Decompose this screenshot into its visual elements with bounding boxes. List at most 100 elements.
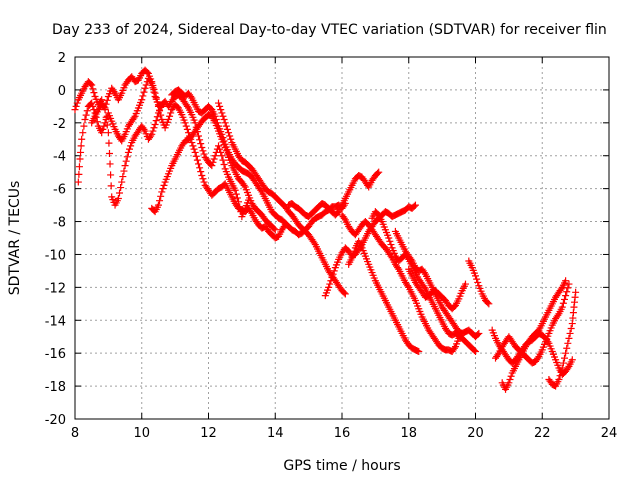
data-point [217, 106, 225, 114]
data-point [211, 152, 219, 160]
data-point [374, 169, 382, 177]
data-point [215, 99, 223, 107]
data-point [71, 106, 79, 114]
data-point [506, 376, 514, 384]
data-point [220, 116, 228, 124]
x-tick-label: 22 [534, 426, 551, 441]
data-point [151, 89, 159, 97]
data-point [348, 254, 356, 262]
data-point [158, 188, 166, 196]
data-point [565, 334, 573, 342]
data-point [194, 160, 202, 168]
data-point [196, 136, 204, 144]
data-point [93, 118, 101, 126]
data-point [219, 112, 227, 120]
data-point [153, 98, 161, 106]
data-point [127, 142, 135, 150]
data-point [461, 280, 469, 288]
data-point [407, 255, 415, 263]
data-point [102, 113, 110, 121]
data-point [76, 155, 84, 163]
data-point [126, 145, 134, 153]
x-tick-label: 24 [601, 426, 618, 441]
data-point [350, 247, 358, 255]
data-point [473, 275, 481, 283]
data-point [208, 162, 216, 170]
data-point [140, 125, 148, 133]
data-point [472, 348, 479, 356]
data-point [325, 283, 333, 291]
data-point [212, 116, 220, 124]
data-point [120, 167, 128, 175]
data-point [240, 181, 248, 189]
data-point [563, 288, 571, 296]
series-arc-1 [74, 74, 166, 186]
data-point [194, 132, 202, 140]
data-point [166, 112, 174, 120]
data-point [199, 147, 207, 155]
data-point [182, 122, 190, 130]
data-point [147, 132, 155, 140]
data-point [83, 107, 91, 115]
series-arc-3 [88, 66, 289, 242]
data-point [270, 225, 278, 233]
data-point [472, 272, 479, 280]
y-tick-label: 2 [58, 51, 66, 66]
y-tick-label: -10 [45, 248, 66, 263]
data-point [103, 96, 111, 104]
data-point [386, 237, 394, 245]
data-point [187, 92, 195, 100]
data-point [566, 329, 574, 337]
data-point [247, 208, 255, 216]
data-point [534, 354, 542, 362]
data-point [122, 157, 130, 165]
data-point [73, 99, 81, 107]
data-point [410, 202, 418, 210]
data-point [138, 96, 146, 104]
gridlines [75, 57, 609, 419]
data-point [190, 145, 198, 153]
data-point [507, 372, 515, 380]
data-point [88, 81, 96, 89]
data-point [149, 82, 157, 90]
data-point [349, 250, 357, 258]
data-point [216, 145, 224, 153]
data-point [77, 148, 85, 156]
data-point [198, 144, 206, 151]
series-arc-4 [148, 111, 279, 234]
series-arc-5 [168, 86, 349, 239]
data-point [75, 163, 83, 171]
y-tick-label: -18 [45, 380, 66, 395]
data-point [572, 288, 580, 296]
data-point [568, 356, 576, 364]
data-point [340, 214, 348, 222]
data-point [78, 135, 86, 143]
data-point [141, 84, 149, 92]
data-point [130, 114, 138, 122]
data-point [330, 267, 338, 275]
data-point [271, 226, 279, 234]
data-point [101, 104, 109, 112]
data-point [124, 148, 132, 156]
data-point [159, 185, 167, 193]
data-point [121, 162, 129, 170]
data-point [114, 195, 122, 203]
axis-ticks: 8 10 12 14 16 18 20 22 2420-2-4-6-8-10-12-14-16-… [45, 51, 618, 441]
data-point [485, 300, 493, 308]
data-point [151, 120, 159, 128]
data-point [375, 168, 383, 176]
data-point [450, 344, 458, 352]
data-point [215, 142, 223, 150]
data-point [191, 148, 199, 156]
data-point [79, 129, 87, 137]
data-point [148, 78, 156, 86]
data-point [100, 122, 108, 130]
data-point [231, 186, 239, 194]
data-point [340, 289, 348, 297]
data-point [183, 125, 191, 133]
data-point [197, 168, 205, 176]
data-point [106, 160, 114, 168]
data-point [563, 344, 571, 352]
y-tick-label: -16 [45, 347, 66, 362]
data-point [104, 129, 112, 137]
